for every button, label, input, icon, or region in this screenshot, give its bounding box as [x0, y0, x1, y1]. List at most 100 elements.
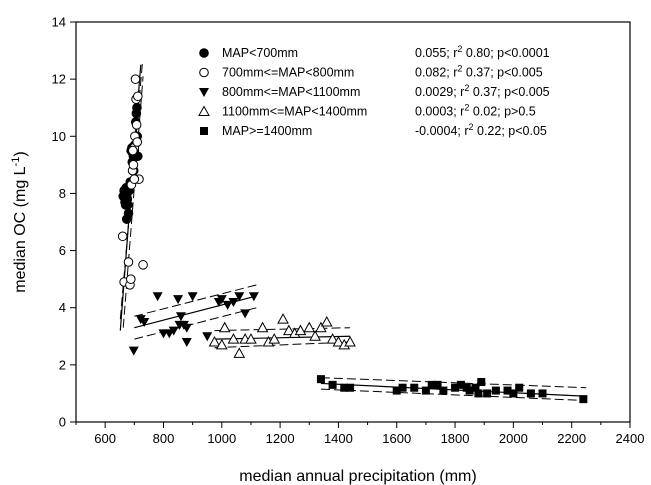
data-point: [132, 137, 143, 147]
y-tick-label: 0: [59, 415, 66, 430]
data-point: [128, 346, 139, 356]
data-point: [283, 324, 295, 336]
data-point: [268, 333, 281, 344]
data-point: [340, 383, 349, 392]
legend-stat: 0.0003; r2 0.02; p>0.5: [415, 103, 536, 119]
y-axis-title-main: median OC (mg L: [12, 166, 29, 292]
data-point: [218, 321, 231, 333]
data-point: [392, 386, 401, 395]
data-point: [139, 318, 150, 327]
x-tick-label: 2400: [616, 431, 645, 446]
y-axis-title-close: ): [12, 151, 29, 156]
legend-stat: 0.082; r2 0.37; p<0.005: [415, 64, 543, 80]
data-point: [256, 321, 269, 333]
data-point: [421, 386, 430, 395]
data-point: [427, 380, 436, 389]
x-tick-label: 1600: [382, 431, 411, 446]
data-point: [483, 389, 492, 398]
data-point: [128, 160, 139, 170]
x-axis-title: median annual precipitation (mm): [239, 468, 476, 485]
axes: 600 800 1000 1200 1400 1600 1800 2000 2200 2400 0 2…: [52, 15, 645, 447]
y-tick-label: 2: [59, 357, 66, 372]
data-point: [227, 333, 240, 344]
data-point: [526, 389, 535, 398]
data-point: [152, 292, 163, 302]
data-point: [328, 380, 337, 389]
data-point: [346, 383, 355, 392]
data-point: [245, 333, 257, 344]
data-point: [208, 335, 221, 347]
legend-marker: [199, 48, 209, 58]
legend-stat: -0.0004; r2 0.22; p<0.05: [415, 122, 547, 138]
data-point: [439, 386, 448, 395]
x-tick-label: 2000: [499, 431, 528, 446]
legend-label: MAP>=1400mm: [222, 124, 312, 138]
legend-label: MAP<700mm: [222, 46, 298, 60]
y-axis-title: median OC (mg L-1): [10, 151, 29, 292]
data-point: [509, 389, 518, 398]
data-point: [187, 292, 198, 302]
data-point: [175, 312, 186, 322]
regression-line: [214, 335, 351, 340]
data-point: [173, 295, 184, 305]
data-point: [168, 326, 179, 336]
data-point: [344, 335, 356, 347]
data-point: [240, 309, 251, 319]
data-point: [316, 375, 325, 384]
data-point: [303, 321, 316, 333]
data-point: [138, 260, 148, 270]
confidence-line-lower: [214, 341, 351, 349]
data-point: [477, 378, 486, 386]
data-point: [233, 347, 246, 358]
data-point: [123, 208, 134, 219]
data-point: [234, 292, 245, 302]
legend-label: 1100mm<=MAP<1400mm: [222, 105, 367, 119]
legend-label: 800mm<=MAP<1100mm: [222, 85, 360, 99]
data-point: [228, 298, 239, 307]
data-point: [133, 91, 143, 102]
y-tick-label: 10: [52, 129, 66, 144]
data-point: [471, 383, 480, 392]
data-point: [309, 330, 321, 341]
data-point: [538, 389, 547, 398]
confidence-line-upper: [134, 284, 257, 317]
confidence-line-upper: [320, 377, 587, 389]
data-point: [202, 332, 213, 342]
data-point: [129, 174, 140, 184]
data-point: [126, 274, 136, 284]
data-point: [181, 338, 192, 347]
y-tick-label: 4: [59, 300, 66, 315]
x-tick-label: 1400: [324, 431, 353, 446]
data-point: [332, 335, 345, 347]
data-point: [248, 292, 259, 302]
data-point: [579, 395, 588, 404]
legend-stat: 0.055; r2 0.80; p<0.0001: [415, 44, 550, 60]
y-tick-label: 14: [52, 15, 66, 30]
data-point: [456, 380, 465, 389]
data-point: [222, 300, 233, 310]
data-point: [433, 380, 442, 389]
data-point: [320, 315, 333, 327]
plot-frame: [75, 21, 631, 423]
y-axis-title-superscript: -1: [10, 157, 22, 167]
data-point: [451, 383, 460, 392]
data-point: [515, 383, 524, 392]
legend-marker: [199, 88, 209, 97]
x-tick-label: 1200: [266, 431, 295, 446]
y-tick-label: 8: [59, 186, 66, 201]
data-point: [294, 324, 307, 336]
confidence-line-lower: [134, 307, 257, 340]
x-tick-label: 800: [153, 431, 175, 446]
confidence-line-lower: [320, 388, 587, 402]
data-point: [128, 145, 138, 156]
data-point: [474, 389, 483, 398]
data-point: [503, 386, 512, 395]
data-point: [277, 313, 289, 324]
y-tick-label: 12: [52, 72, 66, 87]
data-point: [326, 333, 339, 344]
y-tick-label: 6: [59, 243, 66, 258]
data-point: [131, 120, 142, 130]
data-point: [491, 386, 500, 395]
data-points: [117, 74, 588, 404]
